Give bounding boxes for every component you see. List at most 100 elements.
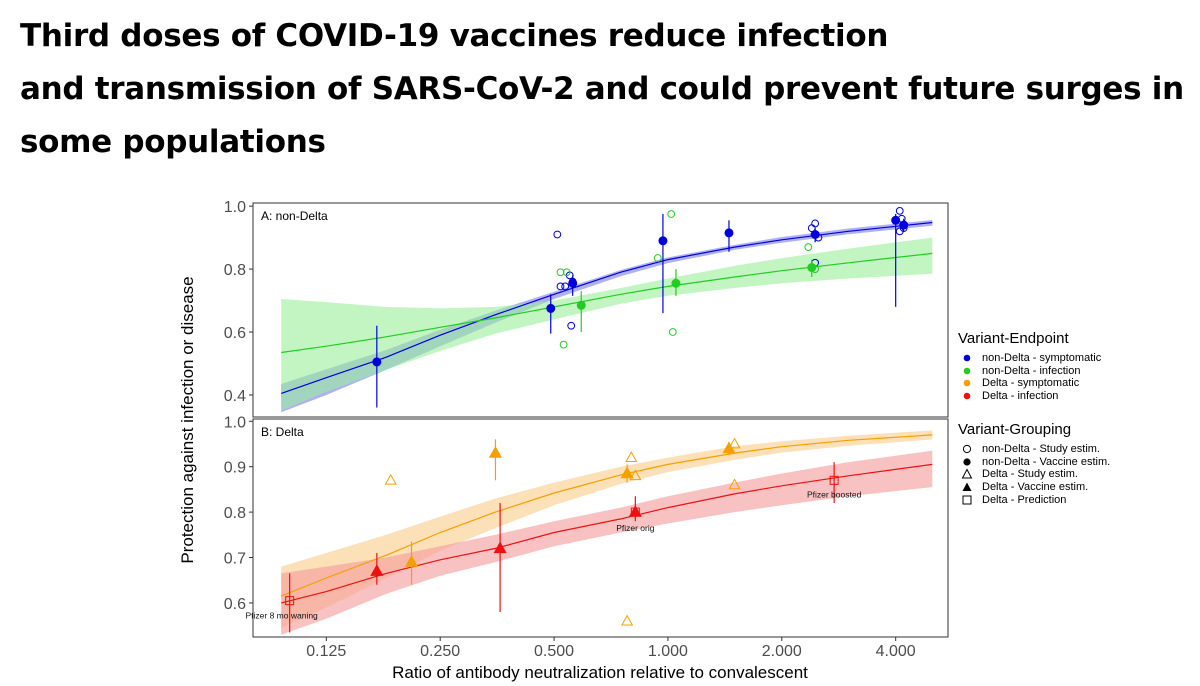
y-tick-label: 0.6 — [224, 596, 246, 613]
legend-dot-icon — [963, 380, 971, 387]
vaccine-estimate-triangle — [370, 564, 384, 576]
study-estimate-circle — [556, 268, 565, 277]
headline-line-3: some populations — [20, 124, 326, 160]
vaccine-estimate-circle — [671, 278, 681, 288]
fit-line-delta-symptomatic — [280, 434, 933, 597]
legend-grouping-item: Delta - Vaccine estim. — [958, 481, 1110, 494]
study-estimate-circle — [811, 219, 820, 228]
panel-label: B: Delta — [261, 425, 304, 439]
panel-b: Pfizer 8 mo waning Pfizer orig Pfizer boos… — [246, 418, 949, 638]
headline-line-1: Third doses of COVID-19 vaccines reduce … — [20, 18, 889, 54]
legend-variant-endpoint: Variant-Endpoint non-Delta - symptomatic… — [958, 330, 1101, 402]
y-tick-label: 0.7 — [224, 551, 246, 568]
x-tick-label: 4.000 — [876, 643, 916, 660]
study-estimate-circle — [653, 254, 662, 262]
y-tick-label: 0.4 — [224, 388, 246, 405]
legend-endpoint-item: Delta - infection — [958, 390, 1101, 403]
legend-grouping-label: Delta - Prediction — [982, 493, 1067, 506]
vaccine-estimate-triangle — [493, 541, 507, 554]
study-estimate-triangle — [629, 469, 642, 481]
legend-endpoint-label: non-Delta - symptomatic — [982, 352, 1102, 365]
y-tick-label: 0.9 — [224, 460, 246, 477]
study-estimate-circle — [895, 206, 904, 215]
fit-line-non-delta-infection — [281, 252, 933, 354]
legend-endpoint-label: non-Delta - infection — [982, 364, 1081, 377]
fit-line-delta-infection — [281, 463, 933, 604]
legend-grouping-item: non-Delta - Study estim. — [958, 443, 1110, 456]
study-estimate-triangle — [728, 437, 741, 449]
vaccine-estimate-circle — [891, 215, 901, 225]
x-axis-title: Ratio of antibody neutralization relativ… — [392, 663, 808, 682]
y-tick-label: 1.0 — [224, 199, 246, 216]
vaccine-estimate-circle — [546, 303, 556, 313]
panel-frame — [252, 202, 949, 418]
legend-dot-icon — [963, 367, 971, 375]
legend-grouping-label: non-Delta - Study estim. — [982, 443, 1100, 456]
vaccine-estimate-circle — [658, 236, 668, 246]
legend-circle-open-icon — [962, 445, 972, 454]
study-estimate-circle — [553, 230, 562, 239]
vaccine-estimate-circle — [810, 229, 820, 239]
prediction-square — [630, 507, 640, 517]
legend-endpoint-item: non-Delta - infection — [958, 365, 1101, 378]
x-tick-label: 0.125 — [306, 643, 346, 660]
headline: Third doses of COVID-19 vaccines reduce … — [20, 10, 1195, 169]
legend-grouping-title: Variant-Grouping — [958, 421, 1072, 438]
vaccine-estimate-triangle — [404, 555, 419, 567]
legend-dot-icon — [963, 392, 971, 400]
legend-grouping-item: non-Delta - Vaccine estim. — [958, 456, 1110, 469]
legend-triangle-open-icon — [961, 468, 973, 479]
vaccine-estimate-circle — [807, 263, 817, 273]
legend-triangle-filled-icon — [962, 482, 972, 492]
x-tick-label: 1.000 — [648, 643, 688, 660]
vaccine-estimate-triangle — [722, 441, 736, 454]
vaccine-estimate-circle — [899, 220, 909, 230]
study-estimate-triangle — [625, 451, 638, 462]
x-tick-label: 2.000 — [762, 643, 802, 660]
prediction-label: Pfizer orig — [616, 523, 655, 533]
legend-grouping-label: non-Delta - Vaccine estim. — [982, 455, 1111, 468]
vaccine-estimate-triangle — [488, 446, 503, 458]
study-estimate-circle — [667, 210, 676, 218]
ci-band-non-delta-infection — [281, 237, 933, 411]
vaccine-estimate-circle — [568, 278, 578, 288]
vaccine-estimate-circle — [372, 357, 382, 367]
study-estimate-triangle — [384, 473, 397, 485]
legend-grouping-label: Delta - Study estim. — [982, 468, 1078, 481]
legend-square-open-icon — [962, 495, 972, 505]
study-estimate-circle — [804, 243, 813, 251]
legend-endpoint-title: Variant-Endpoint — [958, 330, 1069, 347]
headline-line-2: and transmission of SARS-CoV-2 and could… — [20, 71, 1184, 107]
panel-plot-area — [281, 206, 933, 413]
vaccine-estimate-triangle — [620, 466, 634, 479]
x-tick-label: 0.250 — [420, 643, 460, 660]
legend-circle-filled-icon — [963, 458, 971, 466]
study-estimate-circle — [668, 328, 677, 336]
legend-variant-grouping: Variant-Grouping non-Delta - Study estim… — [958, 421, 1110, 506]
y-tick-label: 1.0 — [224, 414, 246, 431]
legend-endpoint-label: Delta - infection — [982, 390, 1059, 403]
x-tick-label: 0.500 — [534, 643, 574, 660]
study-estimate-triangle — [621, 614, 634, 626]
panel-plot-area — [280, 430, 933, 635]
ci-band-delta-infection — [281, 450, 933, 635]
legend-grouping-item: Delta - Study estim. — [958, 468, 1110, 481]
legend-endpoint-item: Delta - symptomatic — [958, 377, 1101, 390]
panel-frame — [252, 418, 949, 638]
ci-band-delta-symptomatic — [281, 430, 933, 628]
legend-endpoint-label: Delta - symptomatic — [982, 377, 1080, 390]
study-estimate-circle — [562, 268, 571, 277]
prediction-label: Pfizer boosted — [807, 489, 862, 499]
panel-label: A: non-Delta — [261, 209, 328, 223]
prediction-label: Pfizer 8 mo waning — [246, 611, 319, 621]
study-estimate-circle — [556, 282, 565, 291]
legend-endpoint-item: non-Delta - symptomatic — [958, 352, 1101, 365]
panel-a: A: non-Delta — [252, 202, 949, 418]
prediction-square — [829, 475, 839, 485]
study-estimate-circle — [559, 340, 568, 349]
y-tick-label: 0.8 — [224, 262, 246, 279]
legend-dot-icon — [963, 354, 971, 362]
legend-grouping-label: Delta - Vaccine estim. — [982, 481, 1089, 494]
study-estimate-circle — [561, 282, 570, 291]
